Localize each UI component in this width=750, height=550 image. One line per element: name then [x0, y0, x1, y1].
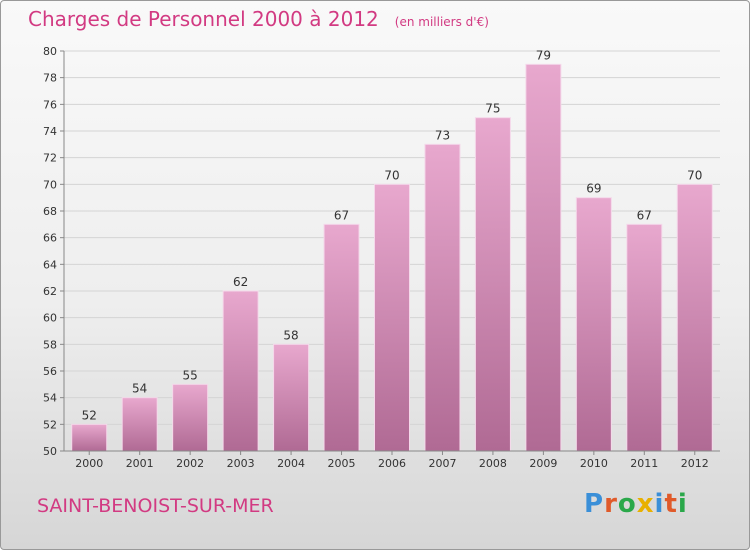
city-name: SAINT-BENOIST-SUR-MER [37, 495, 274, 517]
bar [273, 343, 310, 452]
y-tick-label: 72 [43, 152, 57, 165]
bar [222, 290, 259, 452]
x-tick-label: 2010 [580, 457, 608, 470]
data-label: 73 [435, 128, 450, 142]
data-label: 54 [132, 382, 147, 396]
y-tick-label: 58 [43, 338, 57, 351]
y-tick-label: 68 [43, 205, 57, 218]
y-tick-label: 76 [43, 98, 57, 111]
y-tick-label: 64 [43, 258, 57, 271]
x-tick-label: 2003 [227, 457, 255, 470]
data-label: 62 [233, 275, 248, 289]
bar [323, 223, 360, 452]
axes: 50 52 54 56 58 60 62 64 66 68 70 72 74 76 78 80 2000 2001… [43, 45, 720, 470]
data-label: 67 [334, 208, 349, 222]
logo-letter: x [636, 489, 655, 519]
x-tick-label: 2007 [428, 457, 456, 470]
x-tick-label: 2012 [681, 457, 709, 470]
bar [71, 423, 108, 452]
data-label: 70 [687, 168, 702, 182]
data-label: 55 [183, 368, 198, 382]
x-tick-label: 2002 [176, 457, 204, 470]
y-tick-label: 70 [43, 178, 57, 191]
data-label: 58 [283, 328, 298, 342]
data-label: 75 [485, 102, 500, 116]
bar [121, 397, 158, 452]
bar [474, 117, 511, 452]
y-tick-label: 50 [43, 445, 57, 458]
chart-title-block: Charges de Personnel 2000 à 2012 (en mill… [28, 7, 489, 31]
bar [172, 383, 209, 452]
bar [525, 63, 562, 452]
x-tick-label: 2006 [378, 457, 406, 470]
bar [626, 223, 663, 452]
x-tick-label: 2000 [75, 457, 103, 470]
data-label: 69 [586, 182, 601, 196]
y-tick-label: 62 [43, 285, 57, 298]
y-tick-label: 78 [43, 72, 57, 85]
logo-letter: i [677, 489, 688, 519]
y-tick-label: 54 [43, 392, 57, 405]
bar [424, 143, 461, 452]
chart-title: Charges de Personnel 2000 à 2012 [28, 7, 379, 31]
y-tick-label: 56 [43, 365, 57, 378]
logo-letter: t [664, 489, 678, 519]
bars: 52 54 55 62 58 67 70 73 75 79 69 67 70 [71, 48, 713, 452]
data-label: 52 [82, 408, 97, 422]
bar [676, 183, 713, 452]
y-tick-label: 52 [43, 418, 57, 431]
x-tick-label: 2001 [126, 457, 154, 470]
logo-letter: i [654, 489, 665, 519]
chart-subtitle: (en milliers d'€) [394, 15, 489, 29]
bar [374, 183, 410, 452]
x-tick-label: 2008 [479, 457, 507, 470]
logo-letter: r [604, 489, 618, 519]
y-tick-label: 74 [43, 125, 57, 138]
data-label: 70 [384, 168, 399, 182]
bar [575, 197, 612, 452]
y-tick-label: 66 [43, 232, 57, 245]
x-tick-label: 2009 [529, 457, 557, 470]
x-tick-label: 2005 [328, 457, 356, 470]
x-tick-label: 2011 [630, 457, 658, 470]
logo-letter: P [584, 489, 605, 519]
proxiti-logo: Proxiti [584, 489, 688, 519]
x-tick-label: 2004 [277, 457, 305, 470]
y-tick-label: 60 [43, 312, 57, 325]
logo-letter: o [617, 489, 637, 519]
data-label: 67 [637, 208, 652, 222]
y-tick-label: 80 [43, 45, 57, 58]
data-label: 79 [536, 48, 551, 62]
